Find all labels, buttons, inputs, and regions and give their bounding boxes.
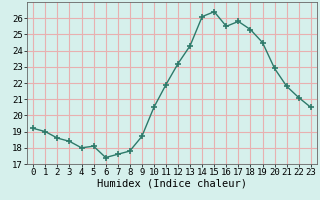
X-axis label: Humidex (Indice chaleur): Humidex (Indice chaleur) (97, 179, 247, 189)
